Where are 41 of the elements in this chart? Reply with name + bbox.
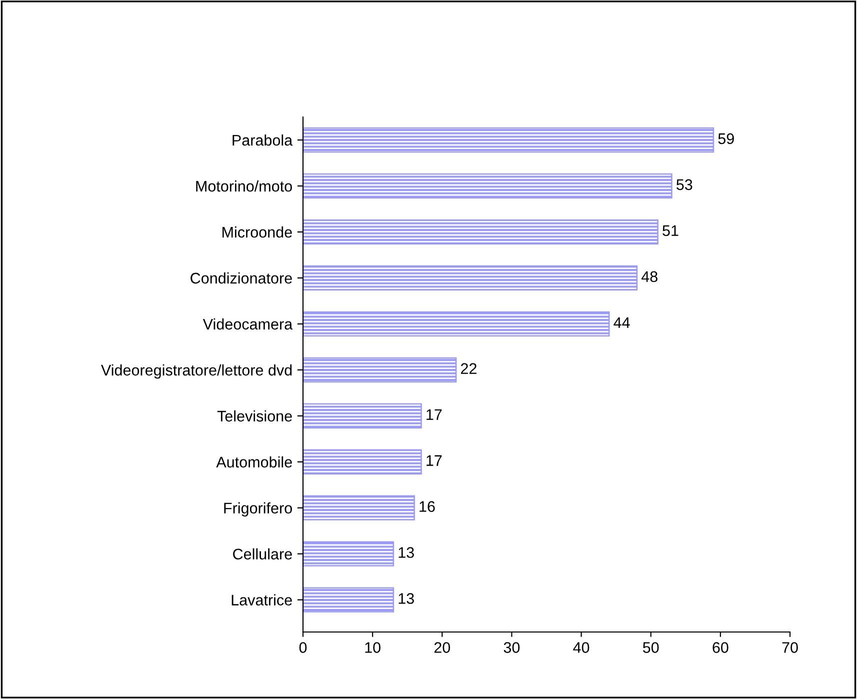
- y-tick-label: Automobile: [216, 456, 292, 468]
- data-label: 51: [662, 225, 678, 236]
- x-tick-label: 60: [712, 642, 728, 653]
- bar: [303, 541, 394, 566]
- bar: [303, 311, 610, 336]
- data-label: 13: [398, 593, 414, 604]
- y-tick-label: Cellulare: [233, 548, 292, 560]
- y-tick-label: Motorino/moto: [196, 180, 292, 192]
- bar: [303, 173, 672, 199]
- data-label: 13: [398, 547, 414, 558]
- y-tick-label: Videoregistratore/lettore dvd: [101, 364, 292, 379]
- x-tick-label: 30: [504, 642, 520, 653]
- data-label: 44: [614, 317, 630, 328]
- bar: [303, 357, 457, 382]
- data-label: 59: [718, 133, 734, 144]
- x-tick-label: 20: [434, 642, 450, 653]
- x-tick-label: 50: [642, 642, 659, 653]
- y-tick-label: Frigorifero: [224, 502, 292, 517]
- y-tick-label: Televisione: [217, 410, 292, 422]
- bar: [303, 219, 658, 245]
- y-tick-label: Microonde: [222, 226, 292, 238]
- bar: [303, 265, 638, 291]
- y-tick-label: Lavatrice: [232, 594, 292, 606]
- data-label: 17: [426, 409, 442, 420]
- y-tick-label: Parabola: [232, 134, 293, 146]
- y-tick-label: Videocamera: [202, 318, 293, 330]
- bar: [303, 403, 422, 428]
- x-tick-label: 10: [365, 642, 380, 653]
- data-label: 17: [426, 455, 442, 466]
- x-tick-label: 40: [573, 642, 590, 653]
- bar: [303, 127, 714, 153]
- x-tick-label: 0: [299, 642, 307, 653]
- bar: [303, 495, 415, 520]
- data-label: 16: [420, 501, 435, 512]
- bar: [303, 449, 422, 474]
- data-label: 53: [676, 179, 692, 190]
- bar: [303, 587, 394, 612]
- data-label: 22: [460, 363, 476, 374]
- x-tick-label: 70: [782, 642, 798, 653]
- data-label: 48: [641, 271, 658, 282]
- y-tick-label: Condizionatore: [190, 272, 292, 284]
